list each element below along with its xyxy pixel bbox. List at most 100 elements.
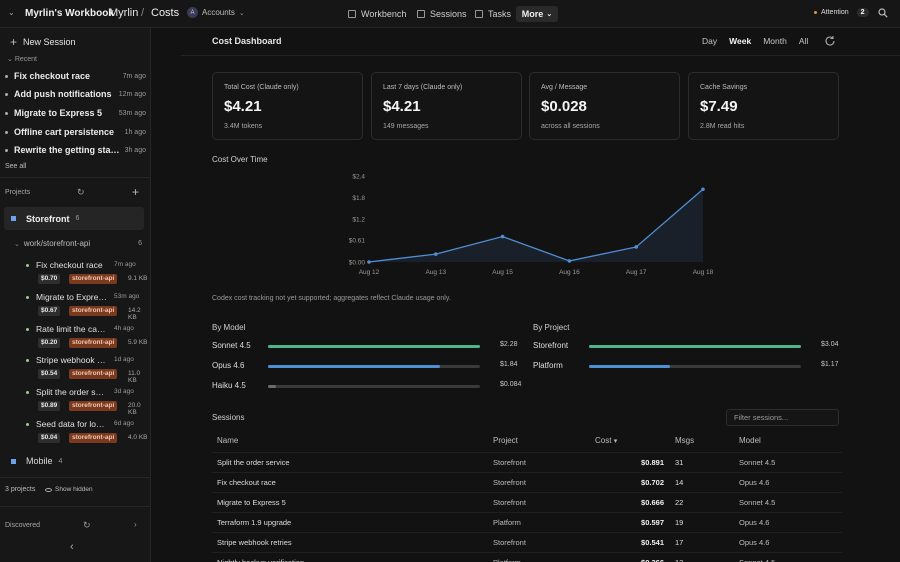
- refresh-icon[interactable]: ↻: [77, 187, 85, 197]
- stat-value: $4.21: [383, 98, 421, 115]
- recent-item[interactable]: Add push notifications 12m ago: [5, 87, 146, 101]
- stat-card-cache: Cache Savings $7.49 2.8M read hits: [688, 72, 839, 140]
- cell-model: Opus 4.6: [739, 478, 770, 487]
- recent-item[interactable]: Migrate to Express 5 53m ago: [5, 106, 146, 120]
- bar-label: Sonnet 4.5: [212, 341, 251, 350]
- bar-track: [268, 385, 480, 388]
- cell-project: Platform: [493, 518, 521, 527]
- new-session-button[interactable]: + New Session: [10, 34, 76, 49]
- eye-icon: [45, 487, 52, 492]
- bar-fill: [589, 345, 801, 348]
- session-tag: storefront-api: [69, 274, 118, 284]
- session-tag: storefront-api: [69, 338, 118, 348]
- column-header-msgs[interactable]: Msgs: [675, 436, 695, 445]
- session-item[interactable]: Fix checkout race 7m ago $0.70 storefron…: [26, 260, 148, 290]
- session-item[interactable]: Migrate to Express 5 53m ago $0.67 store…: [26, 292, 148, 322]
- discovered-label: Discovered: [5, 522, 41, 529]
- x-tick-label: Aug 17: [626, 269, 647, 276]
- session-item[interactable]: Split the order service 3d ago $0.89 sto…: [26, 387, 148, 417]
- table-row[interactable]: Migrate to Express 5 Storefront $0.666 22 So…: [212, 492, 842, 512]
- filter-sessions-input[interactable]: [726, 409, 839, 426]
- bar-row: Sonnet 4.5 $2.28: [212, 341, 540, 353]
- chart-line: [368, 188, 704, 263]
- see-all-link[interactable]: See all: [5, 163, 27, 170]
- chart-point[interactable]: [367, 260, 371, 264]
- tab-month[interactable]: Month: [763, 36, 787, 46]
- attention-button[interactable]: Attention 2: [814, 8, 869, 17]
- add-project-icon[interactable]: +: [132, 185, 140, 199]
- chevron-right-icon[interactable]: ›: [134, 520, 137, 529]
- stat-value: $0.028: [541, 98, 587, 115]
- bar-track: [589, 365, 801, 368]
- bar-row: Storefront $3.04: [533, 341, 861, 353]
- nav-sessions[interactable]: Sessions: [417, 6, 467, 22]
- workbook-title[interactable]: Myrlin's Workbook: [25, 8, 114, 19]
- nav-tasks[interactable]: Tasks: [475, 6, 511, 22]
- breadcrumb-separator: /: [141, 7, 145, 19]
- x-tick-label: Aug 13: [425, 269, 446, 276]
- accounts-button[interactable]: A Accounts ⌄: [187, 7, 245, 18]
- top-bar: ⌄ Myrlin's Workbook Myrlin / Costs A Acc…: [0, 0, 900, 28]
- cell-model: Opus 4.6: [739, 538, 770, 547]
- breadcrumb-costs: Costs: [151, 7, 180, 19]
- by-model-title: By Model: [212, 323, 246, 332]
- bar-track: [589, 345, 801, 348]
- column-header-name[interactable]: Name: [217, 436, 239, 445]
- session-tag: storefront-api: [69, 401, 118, 411]
- y-tick-label: $1.8: [352, 195, 365, 202]
- project-mobile[interactable]: Mobile 4: [4, 456, 62, 466]
- tab-week[interactable]: Week: [729, 36, 752, 46]
- recent-item-time: 12m ago: [118, 90, 146, 98]
- session-item[interactable]: Stripe webhook retries 1d ago $0.54 stor…: [26, 355, 148, 385]
- table-row[interactable]: Stripe webhook retries Storefront $0.541 17…: [212, 532, 842, 552]
- cell-model: Sonnet 4.5: [739, 558, 775, 562]
- refresh-icon[interactable]: [824, 35, 836, 47]
- recent-item[interactable]: Offline cart persistence 1h ago: [5, 125, 146, 139]
- worktree-name: work/storefront-api: [23, 239, 91, 248]
- table-row[interactable]: Nightly backup verification Platform $0.36…: [212, 552, 842, 562]
- column-header-project[interactable]: Project: [493, 436, 518, 445]
- cell-cost: $0.597: [641, 518, 664, 527]
- more-menu-button[interactable]: More ⌄: [516, 6, 558, 22]
- worktree-row[interactable]: ⌄ work/storefront-api 6: [14, 239, 142, 248]
- nav-sessions-label: Sessions: [430, 9, 467, 19]
- plus-icon: +: [10, 34, 18, 49]
- session-item[interactable]: Seed data for local dev 6d ago $0.04 sto…: [26, 419, 148, 449]
- cell-cost: $0.666: [641, 498, 664, 507]
- chart-point[interactable]: [634, 245, 638, 249]
- collapse-sidebar-icon[interactable]: ‹: [70, 541, 74, 553]
- chart-point[interactable]: [701, 187, 705, 192]
- session-name: Split the order service: [36, 387, 108, 397]
- header-divider: [181, 55, 900, 56]
- table-row[interactable]: Split the order service Storefront $0.891 3…: [212, 452, 842, 472]
- bar-label: Storefront: [533, 341, 569, 350]
- recent-item[interactable]: Fix checkout race 7m ago: [5, 69, 146, 83]
- table-row[interactable]: Fix checkout race Storefront $0.702 14 Opus …: [212, 472, 842, 492]
- bar-fill: [589, 365, 670, 368]
- tab-day[interactable]: Day: [702, 36, 718, 46]
- workbook-chevron-icon[interactable]: ⌄: [8, 8, 15, 17]
- table-row[interactable]: Terraform 1.9 upgrade Platform $0.597 19 Opu…: [212, 512, 842, 532]
- cell-name: Split the order service: [217, 458, 290, 467]
- project-storefront[interactable]: Storefront 6: [4, 207, 144, 230]
- column-header-cost[interactable]: Cost ▾: [595, 436, 617, 445]
- cell-msgs: 19: [675, 518, 684, 527]
- refresh-icon[interactable]: ↻: [83, 520, 91, 530]
- chart-point[interactable]: [567, 259, 572, 263]
- recent-section-toggle[interactable]: ⌄ Recent: [7, 56, 37, 63]
- cell-name: Terraform 1.9 upgrade: [217, 518, 292, 527]
- status-dot-icon: [5, 92, 8, 96]
- nav-workbench[interactable]: Workbench: [348, 6, 406, 22]
- chart-point[interactable]: [500, 234, 505, 239]
- cell-cost: $0.702: [641, 478, 664, 487]
- tab-all[interactable]: All: [798, 36, 809, 46]
- show-hidden-button[interactable]: Show hidden: [45, 486, 93, 493]
- new-session-label: New Session: [23, 37, 76, 47]
- chart-point[interactable]: [434, 252, 438, 256]
- session-cost-badge: $0.70: [38, 274, 61, 284]
- breadcrumb-myrlin[interactable]: Myrlin: [109, 7, 139, 19]
- search-icon[interactable]: [878, 8, 888, 18]
- session-item[interactable]: Rate limit the cart API 4h ago $0.20 sto…: [26, 324, 148, 354]
- recent-item[interactable]: Rewrite the getting started 3h ago: [5, 143, 146, 157]
- column-header-model[interactable]: Model: [739, 436, 761, 445]
